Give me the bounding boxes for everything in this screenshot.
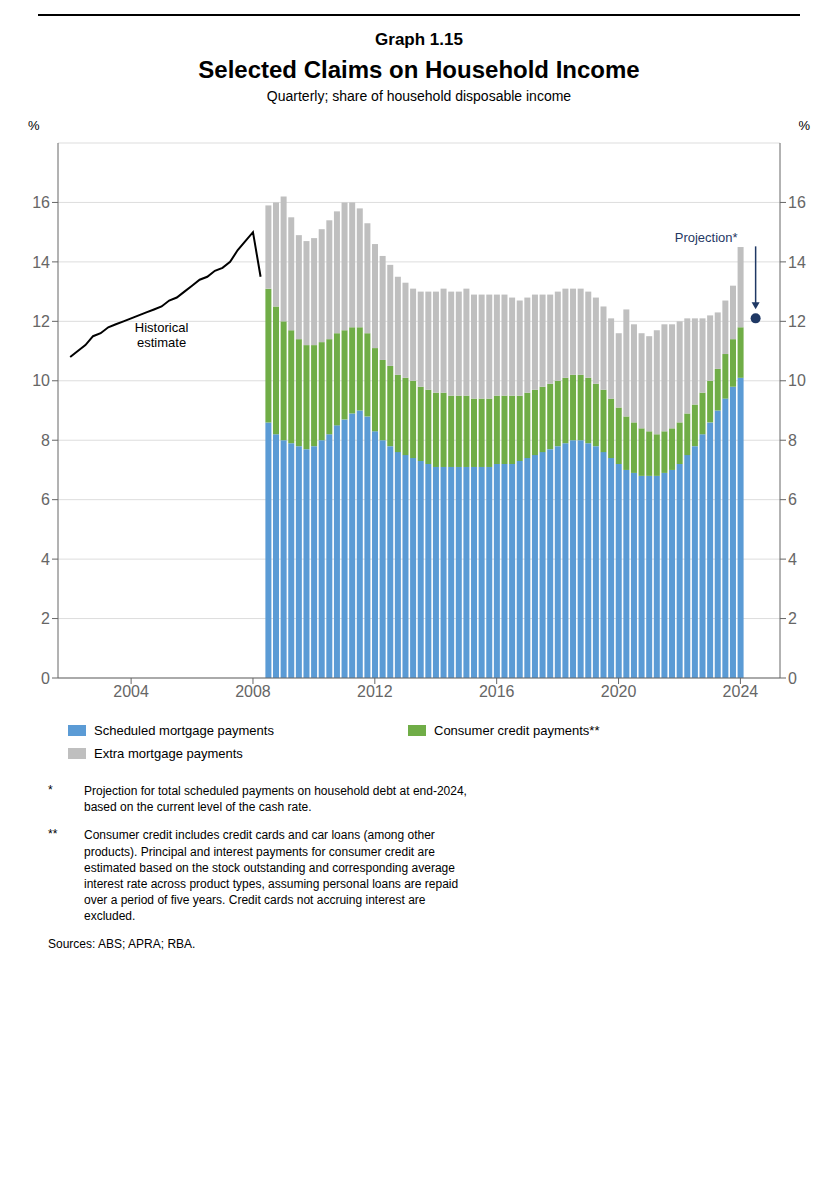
svg-text:10: 10 <box>788 372 806 389</box>
svg-text:6: 6 <box>41 491 50 508</box>
svg-text:8: 8 <box>788 432 797 449</box>
svg-text:2012: 2012 <box>357 683 393 700</box>
svg-text:2024: 2024 <box>723 683 759 700</box>
svg-text:0: 0 <box>41 670 50 687</box>
svg-text:16: 16 <box>32 194 50 211</box>
svg-text:2: 2 <box>788 610 797 627</box>
svg-text:2020: 2020 <box>601 683 637 700</box>
svg-text:6: 6 <box>788 491 797 508</box>
html-text:Graph 1.15: Graph 1.15 <box>375 30 463 49</box>
html-text:Consumer credit payments**: Consumer credit payments** <box>434 723 600 738</box>
svg-text:16: 16 <box>788 194 806 211</box>
svg-text:2004: 2004 <box>113 683 149 700</box>
html-text:Extra mortgage payments: Extra mortgage payments <box>94 746 243 761</box>
html-text:Consumer credit includes credi: Consumer credit includes credit cards an… <box>84 828 459 924</box>
svg-text:2008: 2008 <box>235 683 271 700</box>
svg-text:estimate: estimate <box>137 335 186 350</box>
svg-text:Historical: Historical <box>135 320 189 335</box>
html-text:Projection for total scheduled: Projection for total scheduled payments … <box>84 784 467 815</box>
svg-text:8: 8 <box>41 432 50 449</box>
svg-text:2: 2 <box>41 610 50 627</box>
svg-text:0: 0 <box>788 670 797 687</box>
svg-text:4: 4 <box>788 551 797 568</box>
svg-text:12: 12 <box>32 313 50 330</box>
svg-text:14: 14 <box>788 254 806 271</box>
html-text:Selected Claims on Household I: Selected Claims on Household Income <box>198 56 640 83</box>
svg-text:2016: 2016 <box>479 683 515 700</box>
html-text:Scheduled mortgage payments: Scheduled mortgage payments <box>94 723 274 738</box>
svg-text:14: 14 <box>32 254 50 271</box>
html-text:Quarterly; share of household: Quarterly; share of household disposable… <box>266 88 572 104</box>
html-text:Sources: ABS; APRA; RBA.: Sources: ABS; APRA; RBA. <box>48 936 196 951</box>
svg-text:10: 10 <box>32 372 50 389</box>
svg-text:12: 12 <box>788 313 806 330</box>
svg-text:4: 4 <box>41 551 50 568</box>
svg-text:Projection*: Projection* <box>675 230 738 245</box>
